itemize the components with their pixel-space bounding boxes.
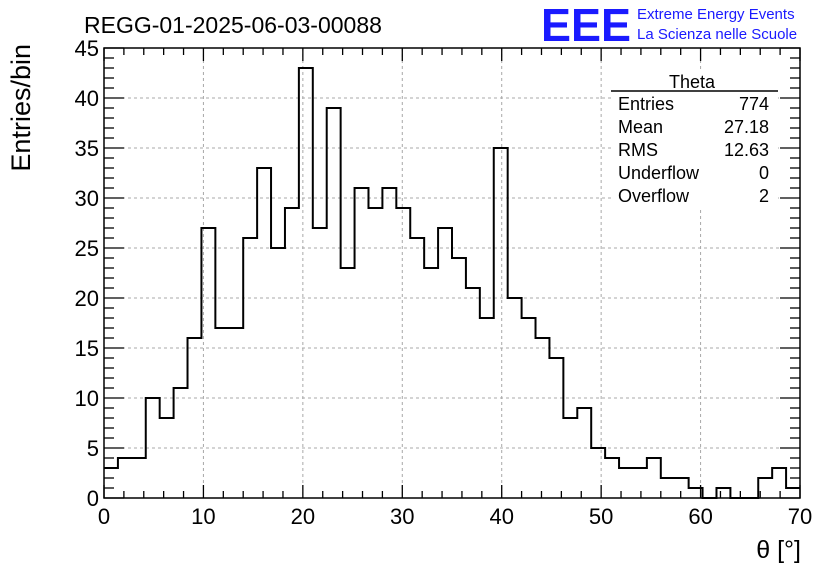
y-tick-label: 0: [87, 486, 99, 511]
y-axis-label: Entries/bin: [6, 44, 36, 172]
stats-box-background: [611, 72, 778, 208]
stats-label: Overflow: [618, 186, 690, 206]
stats-value: 12.63: [724, 140, 769, 160]
stats-value: 2: [759, 186, 769, 206]
x-tick-labels: 0 10 20 30 40 50 60 70: [98, 504, 812, 529]
x-tick-label: 20: [291, 504, 315, 529]
stats-value: 774: [739, 94, 769, 114]
stats-label: RMS: [618, 140, 658, 160]
eee-logo-mark: EEE: [541, 0, 631, 51]
x-axis-label: θ [°]: [756, 536, 801, 564]
stats-value: 27.18: [724, 117, 769, 137]
stats-label: Underflow: [618, 163, 700, 183]
axis-ticks: [103, 47, 801, 499]
eee-logo: EEE Extreme Energy Events La Scienza nel…: [541, 0, 797, 51]
y-tick-label: 10: [75, 386, 99, 411]
y-tick-label: 30: [75, 186, 99, 211]
stats-value: 0: [759, 163, 769, 183]
y-tick-label: 35: [75, 136, 99, 161]
plot-frame: [103, 47, 801, 499]
x-tick-label: 60: [688, 504, 712, 529]
x-tick-label: 50: [589, 504, 613, 529]
chart-title: REGG-01-2025-06-03-00088: [84, 12, 382, 38]
stats-box: Theta Entries 774 Mean 27.18 RMS 12.63 Underfl…: [611, 72, 778, 208]
y-tick-label: 5: [87, 436, 99, 461]
x-tick-label: 10: [191, 504, 215, 529]
stats-box-title: Theta: [669, 72, 716, 92]
x-tick-label: 30: [390, 504, 414, 529]
eee-logo-line1: Extreme Energy Events: [637, 6, 795, 23]
y-tick-label: 40: [75, 86, 99, 111]
x-tick-label: 40: [489, 504, 513, 529]
y-tick-label: 15: [75, 336, 99, 361]
x-tick-label: 70: [788, 504, 812, 529]
stats-label: Mean: [618, 117, 663, 137]
x-tick-label: 0: [98, 504, 110, 529]
histogram-outline: [104, 67, 800, 499]
eee-logo-line2: La Scienza nelle Scuole: [637, 26, 797, 43]
stats-label: Entries: [618, 94, 674, 114]
y-tick-labels: 0 5 10 15 20 25 30 35 40 45: [75, 36, 99, 511]
y-tick-label: 45: [75, 36, 99, 61]
y-tick-label: 25: [75, 236, 99, 261]
y-tick-label: 20: [75, 286, 99, 311]
